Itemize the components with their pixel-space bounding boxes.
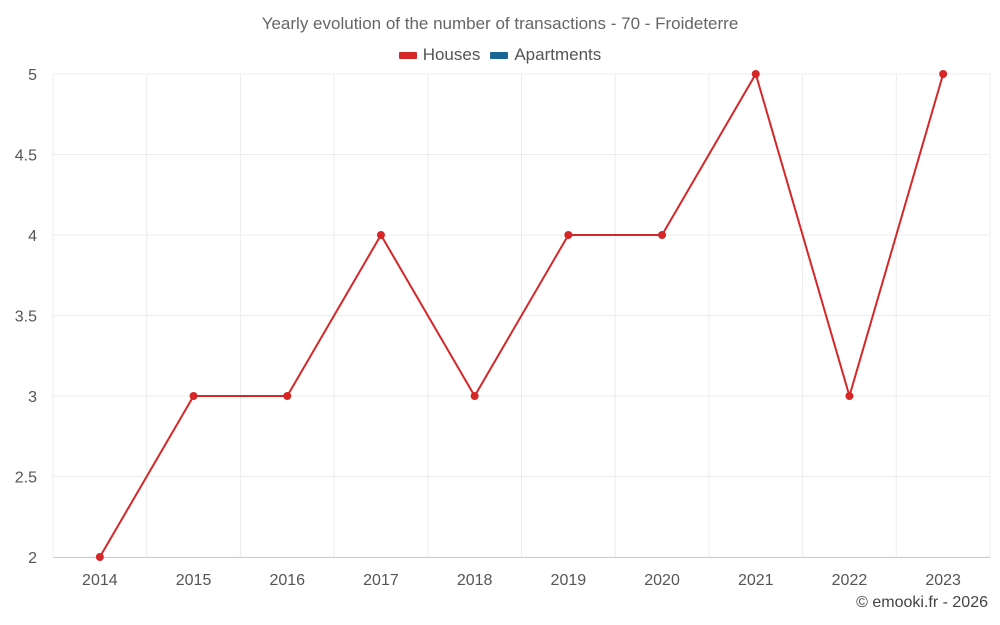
x-axis-tick-labels: 2014 2015 2016 2017 2018 2019 2020 2021 2022 2023: [82, 572, 961, 589]
y-tick-label: 4: [28, 228, 37, 245]
data-point-houses[interactable]: [376, 231, 385, 239]
x-tick-label: 2016: [269, 572, 305, 589]
legend: Houses Apartments: [0, 45, 1000, 65]
legend-item-houses[interactable]: Houses: [398, 45, 481, 65]
legend-item-apartments[interactable]: Apartments: [490, 45, 601, 65]
x-tick-label: 2021: [738, 572, 774, 589]
data-point-houses[interactable]: [939, 70, 948, 78]
data-point-houses[interactable]: [751, 70, 760, 78]
x-tick-label: 2023: [925, 572, 961, 589]
x-tick-label: 2017: [363, 572, 399, 589]
series-line-houses: [98, 73, 945, 558]
data-point-houses[interactable]: [283, 392, 292, 400]
y-tick-label: 4.5: [15, 148, 37, 165]
y-tick-label: 3: [28, 389, 37, 406]
data-point-houses[interactable]: [564, 231, 573, 239]
legend-label-houses: Houses: [422, 45, 481, 64]
data-point-houses[interactable]: [189, 392, 198, 400]
y-tick-label: 3.5: [15, 309, 37, 326]
legend-label-apartments: Apartments: [514, 45, 602, 64]
y-axis-tick-labels: 2 2.5 3 3.5 4 4.5 5: [15, 67, 37, 567]
data-point-houses[interactable]: [658, 231, 667, 239]
y-tick-label: 5: [28, 67, 37, 84]
x-tick-label: 2018: [457, 572, 493, 589]
data-point-houses[interactable]: [470, 392, 479, 400]
y-tick-label: 2: [28, 550, 37, 567]
chart-title: Yearly evolution of the number of transa…: [261, 14, 739, 33]
data-point-houses[interactable]: [95, 553, 104, 561]
copyright-credit: © emooki.fr - 2026: [856, 594, 988, 611]
x-tick-label: 2020: [644, 572, 680, 589]
series-group: [95, 70, 948, 561]
legend-swatch-apartments: [490, 51, 509, 59]
x-tick-label: 2014: [82, 572, 118, 589]
y-tick-label: 2.5: [15, 470, 37, 487]
data-point-houses[interactable]: [845, 392, 854, 400]
x-tick-label: 2015: [176, 572, 212, 589]
x-tick-label: 2022: [832, 572, 868, 589]
legend-swatch-houses: [398, 51, 417, 59]
x-tick-label: 2019: [551, 572, 587, 589]
